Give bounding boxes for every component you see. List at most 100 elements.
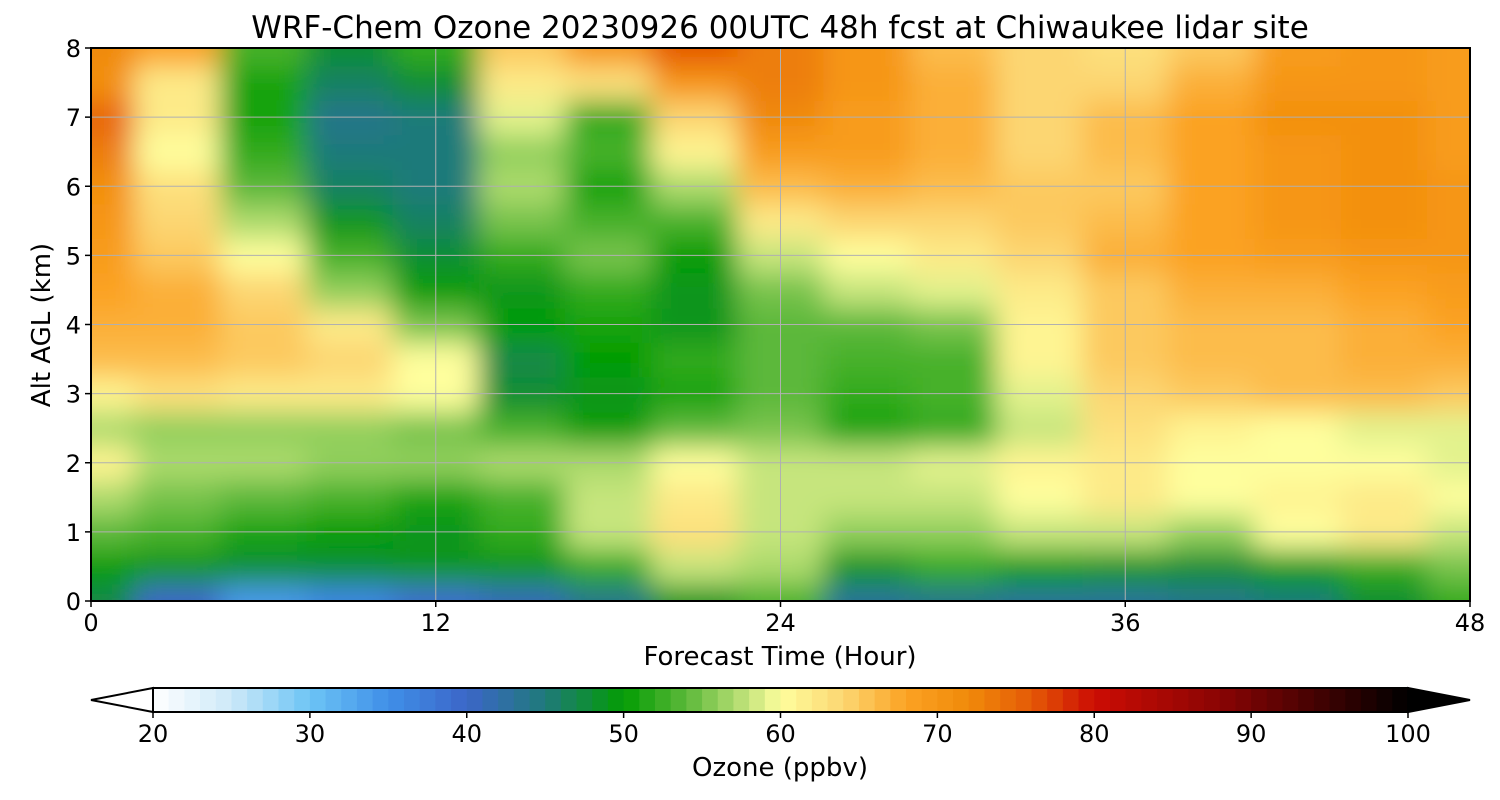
heatmap-cell xyxy=(1254,65,1342,101)
colorbar-swatch xyxy=(890,688,907,712)
heatmap-cell xyxy=(134,583,222,601)
heatmap-cell xyxy=(91,480,136,516)
colorbar-tick-label: 70 xyxy=(922,720,953,748)
heatmap-cell xyxy=(306,203,394,240)
heatmap-cell xyxy=(134,480,222,516)
heatmap-cell xyxy=(478,341,567,378)
heatmap-cell xyxy=(220,272,308,309)
colorbar-swatch xyxy=(843,688,860,712)
heatmap-cell xyxy=(1340,48,1428,67)
heatmap-cell xyxy=(134,134,222,170)
colorbar-swatch xyxy=(1141,688,1158,712)
colorbar-swatch xyxy=(733,688,750,712)
colorbar-swatch xyxy=(1125,688,1142,712)
heatmap-cell xyxy=(1340,65,1428,101)
y-tick-label: 3 xyxy=(66,381,81,409)
heatmap-cell xyxy=(909,48,997,67)
colorbar-swatch xyxy=(717,688,735,712)
heatmap-cell xyxy=(651,203,739,240)
heatmap-cell xyxy=(91,410,136,447)
heatmap-cell xyxy=(565,480,653,516)
colorbar-tick-label: 40 xyxy=(451,720,482,748)
colorbar-swatch xyxy=(1188,688,1205,712)
colorbar-swatch xyxy=(1109,688,1127,712)
heatmap-cell xyxy=(91,134,136,170)
heatmap-cell xyxy=(134,203,222,240)
heatmap-cell xyxy=(1254,134,1342,170)
heatmap-cell xyxy=(1168,549,1256,585)
colorbar-swatch xyxy=(1329,688,1346,712)
colorbar-swatch xyxy=(607,688,625,712)
colorbar-swatch xyxy=(435,688,452,712)
heatmap-cell xyxy=(651,134,739,170)
colorbar-swatch xyxy=(937,688,954,712)
heatmap-cell xyxy=(478,410,567,447)
colorbar-swatch xyxy=(1266,688,1284,712)
heatmap-cell xyxy=(1254,549,1342,585)
colorbar-swatch xyxy=(1078,688,1095,712)
heatmap-cell xyxy=(909,341,997,378)
colorbar-swatch xyxy=(184,688,201,712)
heatmap-cell xyxy=(306,272,394,309)
colorbar-swatch xyxy=(827,688,844,712)
heatmap-cell xyxy=(1426,341,1470,378)
heatmap-cell xyxy=(91,272,136,309)
colorbar-swatch xyxy=(811,688,829,712)
heatmap-cell xyxy=(995,341,1084,378)
heatmap-cell xyxy=(1426,272,1470,309)
heatmap-cell xyxy=(134,410,222,447)
heatmap-cell xyxy=(1426,549,1470,585)
heatmap-cell xyxy=(91,583,136,601)
colorbar-swatch xyxy=(1157,688,1174,712)
heatmap-cell xyxy=(651,583,739,601)
y-tick-label: 0 xyxy=(66,588,81,616)
heatmap-cell xyxy=(995,583,1084,601)
heatmap-cell xyxy=(823,480,911,516)
colorbar-tick-label: 20 xyxy=(138,720,169,748)
heatmap-cell xyxy=(91,341,136,378)
x-tick-label: 12 xyxy=(420,609,451,637)
heatmap-cell xyxy=(565,65,653,101)
heatmap-cell xyxy=(823,134,911,170)
x-tick-label: 24 xyxy=(765,609,796,637)
x-tick-label: 0 xyxy=(83,609,98,637)
y-axis: 0 1 2 3 4 5 6 7 8 xyxy=(66,35,91,616)
heatmap-cell xyxy=(306,48,394,67)
x-axis: 0 12 24 36 48 xyxy=(83,601,1485,637)
heatmap-cell xyxy=(306,549,394,585)
colorbar: 20 30 40 50 60 70 80 90 100 xyxy=(90,686,1471,748)
heatmap-cell xyxy=(478,480,567,516)
heatmap-cell xyxy=(220,203,308,240)
x-tick-label: 36 xyxy=(1110,609,1141,637)
colorbar-swatch xyxy=(780,688,797,712)
colorbar-swatch xyxy=(545,688,562,712)
colorbar-swatch xyxy=(702,688,719,712)
heatmap-cell xyxy=(1254,410,1342,447)
colorbar-swatch xyxy=(1204,688,1221,712)
heatmap-cell xyxy=(91,48,136,67)
heatmap-cell xyxy=(306,583,394,601)
heatmap-cell xyxy=(306,480,394,516)
x-axis-label: Forecast Time (Hour) xyxy=(643,642,916,672)
heatmap-cell xyxy=(1168,48,1256,67)
heatmap-cell xyxy=(91,65,136,101)
x-tick-label: 48 xyxy=(1455,609,1486,637)
heatmap-cell xyxy=(1426,134,1470,170)
colorbar-swatch xyxy=(1360,688,1378,712)
heatmap-cell xyxy=(1168,203,1256,240)
heatmap-cell xyxy=(1254,272,1342,309)
heatmap-cell xyxy=(134,65,222,101)
colorbar-swatch xyxy=(419,688,436,712)
heatmap-cell xyxy=(478,203,567,240)
colorbar-tick-label: 60 xyxy=(765,720,796,748)
heatmap-cell xyxy=(1426,480,1470,516)
heatmap-cell xyxy=(651,480,739,516)
colorbar-swatch xyxy=(356,688,374,712)
colorbar-swatch xyxy=(168,688,185,712)
colorbar-swatch xyxy=(215,688,233,712)
heatmap-cell xyxy=(995,410,1084,447)
heatmap-cell xyxy=(565,583,653,601)
colorbar-swatch xyxy=(592,688,609,712)
colorbar-extend-high xyxy=(1407,686,1471,714)
